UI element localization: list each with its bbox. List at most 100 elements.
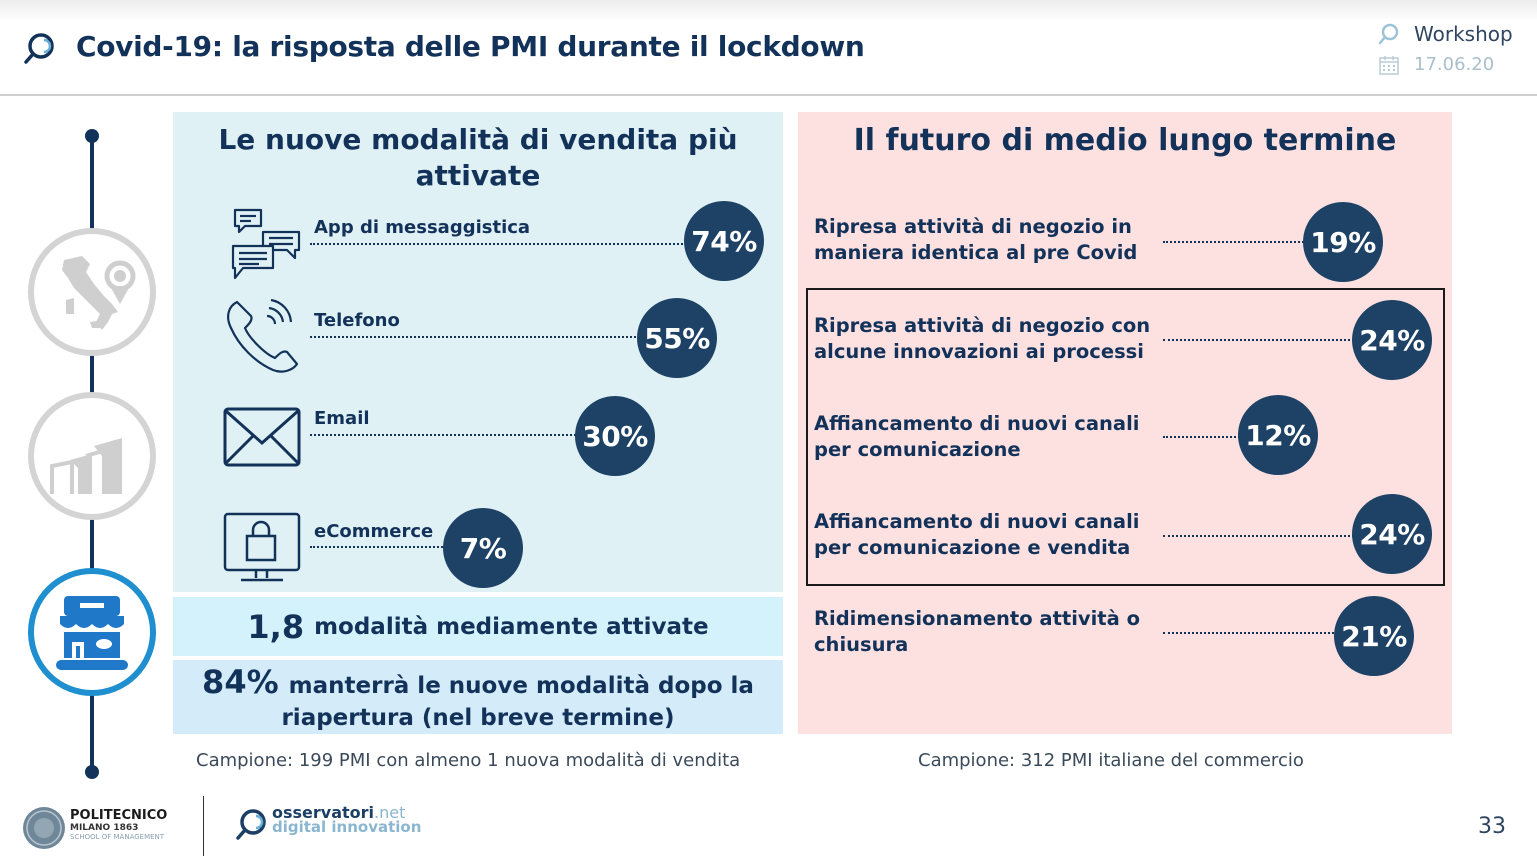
osservatori-brand: osservatori.net: [272, 803, 421, 822]
leader-line: [1163, 632, 1338, 634]
buildings-icon: [50, 438, 122, 494]
label-line: alcune innovazioni ai processi: [814, 340, 1144, 363]
label-line: Ripresa attività di negozio in: [814, 215, 1132, 238]
date-row: 17.06.20: [1378, 49, 1513, 80]
label-line: Ridimensionamento attività o: [814, 607, 1140, 630]
percentage-bubble: 55%: [637, 298, 717, 378]
polimi-wordmark: POLITECNICO MILANO 1863 SCHOOL OF MANAGE…: [70, 808, 167, 841]
title-line: Le nuove modalità di vendita più: [218, 123, 738, 156]
future-item: Affiancamento di nuovi canali per comuni…: [798, 395, 1452, 475]
sales-mode-item: Email 30%: [173, 396, 783, 487]
page-number: 33: [1478, 814, 1506, 839]
sales-mode-label: eCommerce: [314, 521, 434, 542]
store-icon: [56, 596, 128, 670]
future-item: Ripresa attività di negozio con alcune i…: [798, 300, 1452, 380]
timeline-end-dot: [85, 765, 99, 779]
leader-line: [1163, 241, 1308, 243]
page-title: Covid-19: la risposta delle PMI durante …: [76, 30, 865, 63]
average-modes-stat: 1,8 modalità mediamente attivate: [173, 597, 783, 656]
left-sample-note: Campione: 199 PMI con almeno 1 nuova mod…: [196, 750, 741, 771]
stat-number: 84%: [202, 663, 279, 701]
label-line: Affiancamento di nuovi canali: [814, 510, 1140, 533]
stat-text: manterrà le nuove modalità dopo la: [288, 673, 754, 699]
keep-modes-stat: 84% manterrà le nuove modalità dopo la ri…: [173, 660, 783, 734]
percentage-bubble: 19%: [1303, 202, 1383, 282]
percentage-bubble: 74%: [684, 201, 764, 281]
percentage-bubble: 30%: [575, 396, 655, 476]
magnifier-logo-icon: [236, 809, 266, 840]
leader-line: [310, 243, 690, 245]
event-label: Workshop: [1414, 21, 1513, 46]
magnifier-logo-icon: [1378, 23, 1399, 44]
sales-mode-label: App di messaggistica: [314, 217, 531, 238]
label-line: maniera identica al pre Covid: [814, 241, 1138, 264]
sales-mode-label: Email: [314, 408, 370, 429]
future-title: Il futuro di medio lungo termine: [853, 123, 1397, 158]
future-label: Affiancamento di nuovi canali per comuni…: [814, 411, 1139, 463]
polimi-school: SCHOOL OF MANAGEMENT: [70, 833, 165, 841]
leader-line: [1163, 339, 1358, 341]
leader-line: [1163, 535, 1358, 537]
sales-mode-item: App di messaggistica 74%: [173, 201, 783, 294]
osservatori-wordmark: osservatori.net digital innovation: [272, 805, 421, 835]
stat-text: riapertura (nel breve termine): [281, 705, 675, 731]
italy-map-pin-icon: [62, 256, 136, 330]
percentage-bubble: 24%: [1352, 494, 1432, 574]
leader-line: [310, 336, 640, 338]
timeline-line: [90, 692, 94, 772]
future-label: Ripresa attività di negozio con alcune i…: [814, 313, 1150, 365]
future-label: Ridimensionamento attività o chiusura: [814, 606, 1140, 658]
label-line: Affiancamento di nuovi canali: [814, 412, 1140, 435]
brand-name: osservatori: [272, 803, 375, 822]
timeline-line: [90, 354, 94, 394]
leader-line: [310, 434, 580, 436]
sales-modes-panel: Le nuove modalità di vendita più attivat…: [173, 112, 783, 592]
chat-bubbles-icon: [231, 208, 301, 280]
label-line: chiusura: [814, 633, 909, 656]
envelope-icon: [223, 407, 301, 467]
percentage-bubble: 24%: [1352, 300, 1432, 380]
sales-mode-item: eCommerce 7%: [173, 508, 783, 598]
event-row: Workshop: [1378, 18, 1513, 49]
label-line: Ripresa attività di negozio con: [814, 314, 1151, 337]
timeline-line: [90, 136, 94, 230]
sales-modes-title: Le nuove modalità di vendita più attivat…: [173, 122, 783, 194]
polimi-seal-logo: [23, 807, 65, 849]
sales-mode-label: Telefono: [314, 310, 400, 331]
header-meta: Workshop 17.06.20: [1378, 18, 1513, 80]
polimi-name: POLITECNICO: [70, 808, 168, 823]
timeline-step-buildings[interactable]: [28, 392, 156, 520]
timeline-step-italy[interactable]: [28, 228, 156, 356]
right-sample-note: Campione: 312 PMI italiane del commercio: [918, 750, 1304, 771]
footer-divider: [203, 796, 204, 856]
future-label: Affiancamento di nuovi canali per comuni…: [814, 509, 1139, 561]
percentage-bubble: 7%: [443, 508, 523, 588]
future-item: Affiancamento di nuovi canali per comuni…: [798, 494, 1452, 574]
phone-icon: [227, 298, 299, 373]
highlight-box: [806, 288, 1445, 586]
stat-number: 1,8: [247, 607, 305, 646]
future-item: Ridimensionamento attività o chiusura 21…: [798, 596, 1452, 676]
header-divider: [0, 94, 1537, 96]
percentage-bubble: 21%: [1334, 596, 1414, 676]
title-line: attivate: [415, 159, 541, 192]
stat-text: modalità mediamente attivate: [314, 613, 709, 640]
label-line: per comunicazione: [814, 438, 1021, 461]
label-line: per comunicazione e vendita: [814, 536, 1131, 559]
timeline-step-store[interactable]: [28, 568, 156, 696]
future-item: Ripresa attività di negozio in maniera i…: [798, 202, 1452, 282]
monitor-shopping-bag-icon: [223, 512, 301, 582]
polimi-city: MILANO 1863: [70, 823, 139, 833]
date-label: 17.06.20: [1414, 54, 1495, 75]
percentage-bubble: 12%: [1238, 395, 1318, 475]
sales-mode-item: Telefono 55%: [173, 298, 783, 388]
magnifier-logo-icon: [24, 33, 54, 64]
timeline-line: [90, 518, 94, 570]
brand-tagline: digital innovation: [272, 818, 422, 836]
header-bar: [0, 0, 1537, 96]
future-label: Ripresa attività di negozio in maniera i…: [814, 214, 1137, 266]
brand-tld: .net: [374, 803, 406, 822]
leader-line: [1163, 436, 1243, 438]
calendar-icon: [1379, 55, 1399, 75]
leader-line: [310, 546, 450, 548]
